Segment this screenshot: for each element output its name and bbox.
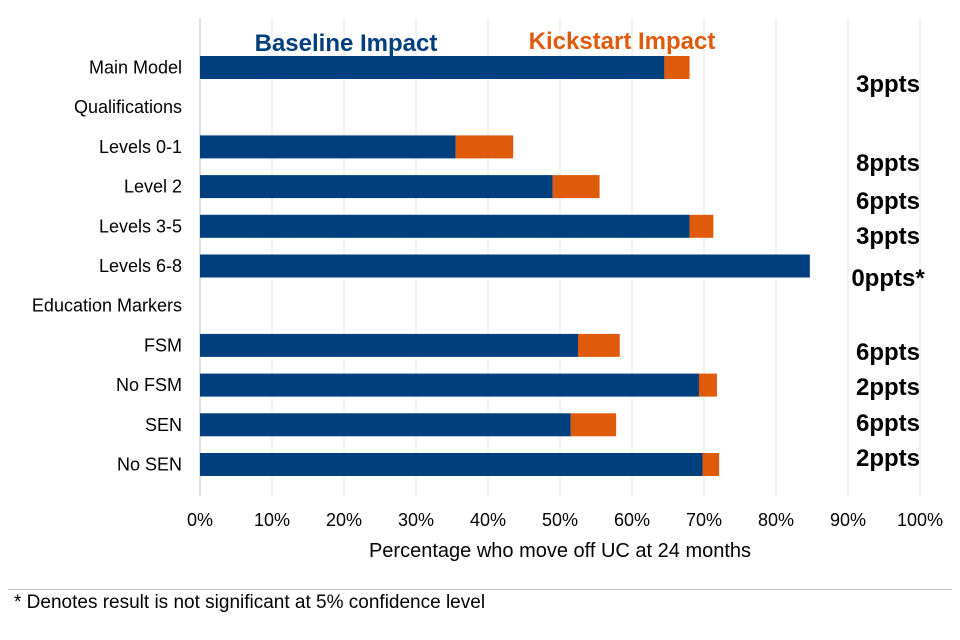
footnote: * Denotes result is not significant at 5… [14, 592, 486, 613]
impact-data-label: 2ppts [856, 374, 920, 401]
baseline-bar [200, 254, 810, 278]
baseline-bar [200, 333, 578, 357]
category-label: No SEN [117, 455, 182, 475]
category-label: Levels 3-5 [99, 216, 182, 236]
baseline-bar [200, 214, 690, 238]
kickstart-bar [570, 413, 617, 437]
baseline-bar [200, 373, 699, 397]
x-tick-label: 40% [470, 510, 506, 530]
impact-data-label: 6ppts [856, 410, 920, 437]
x-tick-label: 60% [614, 510, 650, 530]
kickstart-bar [455, 135, 514, 159]
impact-data-label: 8ppts [856, 150, 920, 177]
x-tick-label: 100% [897, 510, 943, 530]
baseline-bar [200, 413, 571, 437]
kickstart-bar [689, 214, 714, 238]
x-tick-label: 50% [542, 510, 578, 530]
x-tick-label: 10% [254, 510, 290, 530]
category-label: Levels 0-1 [99, 137, 182, 157]
x-tick-label: 90% [830, 510, 866, 530]
legend-kickstart-impact: Kickstart Impact [529, 28, 716, 55]
category-label: Main Model [89, 58, 182, 78]
category-label: Level 2 [124, 177, 182, 197]
category-label: No FSM [116, 375, 182, 395]
kickstart-bar [698, 373, 717, 397]
impact-data-label: 0ppts* [851, 265, 925, 292]
x-tick-label: 20% [326, 510, 362, 530]
x-tick-label: 30% [398, 510, 434, 530]
impact-data-label: 3ppts [856, 223, 920, 250]
impact-data-label: 2ppts [856, 445, 920, 472]
impact-data-label: 6ppts [856, 188, 920, 215]
footnote-divider [8, 589, 952, 590]
baseline-bar [200, 175, 553, 199]
x-axis-title: Percentage who move off UC at 24 months [369, 540, 751, 562]
category-label: Education Markers [32, 296, 182, 316]
x-tick-label: 70% [686, 510, 722, 530]
x-tick-label: 80% [758, 510, 794, 530]
x-tick-label: 0% [187, 510, 213, 530]
category-label: SEN [145, 415, 182, 435]
kickstart-bar [578, 333, 620, 357]
baseline-bar [200, 453, 703, 476]
category-label: Levels 6-8 [99, 256, 182, 276]
kickstart-bar [664, 56, 690, 79]
impact-data-label: 3ppts [856, 71, 920, 98]
baseline-bar [200, 56, 665, 79]
category-label: Qualifications [74, 97, 182, 117]
kickstart-bar [702, 453, 720, 476]
legend-baseline-impact: Baseline Impact [255, 30, 438, 57]
kickstart-bar [552, 175, 600, 199]
category-label: FSM [144, 335, 182, 355]
baseline-bar [200, 135, 456, 159]
impact-data-label: 6ppts [856, 339, 920, 366]
